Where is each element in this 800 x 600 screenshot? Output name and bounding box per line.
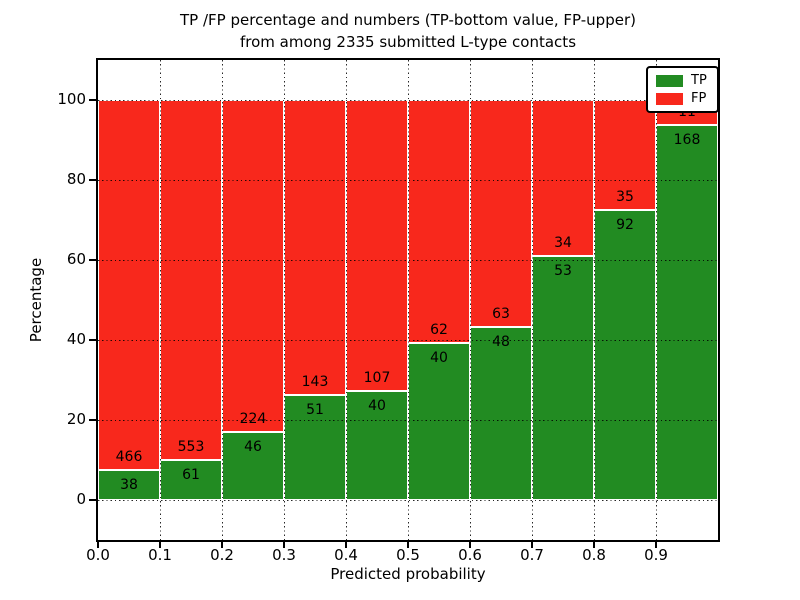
x-tick-label: 0.0 (86, 546, 110, 564)
x-tick-label: 0.1 (148, 546, 172, 564)
x-tick-label: 0.5 (396, 546, 420, 564)
x-tick-label: 0.6 (458, 546, 482, 564)
legend-label-fp: FP (691, 91, 707, 106)
bar-segment-tp (346, 391, 408, 500)
legend: TP FP (646, 66, 719, 113)
tp-count-label: 38 (120, 476, 138, 493)
y-tick-label: 40 (66, 330, 86, 348)
bar-segment-tp (284, 394, 346, 500)
bar-segment-tp (408, 343, 470, 500)
chart-title: TP /FP percentage and numbers (TP-bottom… (180, 10, 636, 54)
bar-segment-fp (408, 100, 470, 344)
x-tick-label: 0.7 (520, 546, 544, 564)
bar-segment-fp (470, 100, 532, 328)
bar-segment-fp (532, 100, 594, 257)
x-axis-tick (407, 542, 409, 548)
x-axis-tick (345, 542, 347, 548)
x-axis-tick (283, 542, 285, 548)
bar-segment-tp (470, 327, 532, 500)
x-axis-tick (469, 542, 471, 548)
grid-line-vertical (656, 60, 657, 540)
tp-count-label: 40 (430, 350, 448, 367)
fp-count-label: 143 (301, 373, 329, 390)
grid-line-vertical (594, 60, 595, 540)
bar-segment-tp (98, 469, 160, 500)
grid-line-vertical (532, 60, 533, 540)
x-axis-tick (97, 542, 99, 548)
tp-count-label: 48 (492, 334, 510, 351)
chart-title-line2: from among 2335 submitted L-type contact… (239, 32, 577, 51)
grid-line-vertical (408, 60, 409, 540)
fp-count-label: 35 (616, 189, 634, 206)
y-tick-label: 20 (66, 410, 86, 428)
grid-line-vertical (160, 60, 161, 540)
tp-count-label: 51 (306, 401, 324, 418)
x-axis-label: Predicted probability (330, 565, 486, 583)
x-axis-tick (593, 542, 595, 548)
fp-color-swatch (656, 92, 683, 105)
grid-line-vertical (222, 60, 223, 540)
fp-count-label: 34 (554, 235, 572, 252)
legend-entry-fp: FP (656, 92, 707, 105)
bar-segment-tp (594, 210, 656, 500)
tp-count-label: 61 (182, 467, 200, 484)
bar-segment-fp (98, 100, 160, 470)
tp-count-label: 168 (673, 131, 701, 148)
y-axis-tick (89, 259, 96, 261)
tp-count-label: 92 (616, 217, 634, 234)
x-axis-tick (531, 542, 533, 548)
y-tick-label: 100 (57, 90, 86, 108)
bar-segment-fp (160, 100, 222, 461)
x-axis-tick (655, 542, 657, 548)
y-tick-label: 60 (66, 250, 86, 268)
x-tick-label: 0.4 (334, 546, 358, 564)
fp-count-label: 553 (177, 439, 205, 456)
bar-segment-fp (222, 100, 284, 432)
y-axis-tick (89, 339, 96, 341)
tp-count-label: 46 (244, 438, 262, 455)
bar-segment-tp (532, 256, 594, 500)
chart-title-line1: TP /FP percentage and numbers (TP-bottom… (180, 11, 636, 29)
x-tick-label: 0.8 (582, 546, 606, 564)
x-axis-tick (159, 542, 161, 548)
x-tick-label: 0.9 (644, 546, 668, 564)
y-axis-tick (89, 179, 96, 181)
fp-count-label: 466 (115, 448, 143, 465)
bar-segment-tp (160, 460, 222, 500)
fp-count-label: 62 (430, 322, 448, 339)
y-axis-tick (89, 99, 96, 101)
fp-count-label: 63 (492, 306, 510, 323)
tp-count-label: 40 (368, 398, 386, 415)
x-tick-label: 0.2 (210, 546, 234, 564)
grid-line-vertical (346, 60, 347, 540)
bar-segment-fp (594, 100, 656, 211)
fp-count-label: 107 (363, 370, 391, 387)
bar-segment-fp (346, 100, 408, 392)
bar-segment-fp (284, 100, 346, 395)
bar-segment-tp (222, 431, 284, 500)
tp-count-label: 53 (554, 263, 572, 280)
y-axis-tick (89, 419, 96, 421)
x-tick-label: 0.3 (272, 546, 296, 564)
y-axis-tick (89, 499, 96, 501)
y-tick-label: 0 (76, 490, 86, 508)
fp-count-label: 224 (239, 410, 267, 427)
y-tick-label: 80 (66, 170, 86, 188)
x-axis-tick (221, 542, 223, 548)
grid-line-vertical (284, 60, 285, 540)
tp-color-swatch (656, 74, 683, 87)
legend-entry-tp: TP (656, 74, 707, 87)
grid-line-vertical (470, 60, 471, 540)
legend-label-tp: TP (691, 73, 707, 88)
